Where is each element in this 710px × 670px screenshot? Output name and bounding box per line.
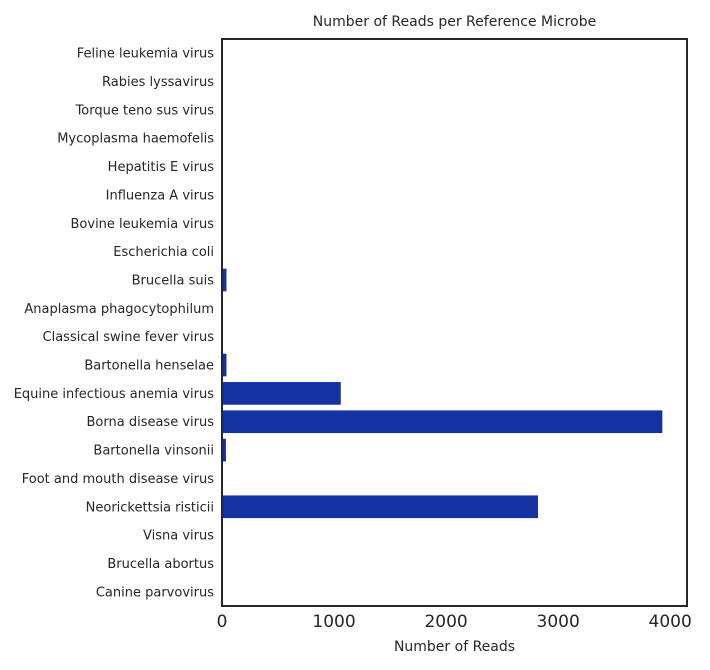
y-tick-label: Classical swine fever virus [43,330,215,345]
y-tick-label: Rabies lyssavirus [102,75,214,90]
y-tick-label: Equine infectious anemia virus [14,387,215,402]
y-tick-label: Visna virus [143,529,214,544]
bar-brucella-suis [222,268,227,292]
x-axis-title: Number of Reads [394,639,515,655]
plot-frame [221,38,688,607]
y-tick-label: Bartonella vinsonii [93,444,214,459]
y-tick-label: Mycoplasma haemofelis [57,132,214,147]
bar-bartonella-henselae [222,353,227,377]
y-tick-label: Torque teno sus virus [75,103,215,118]
bar-bartonella-vinsonii [222,438,226,462]
x-tick-labels: 0 1000 2000 3000 4000 [217,612,692,632]
x-tick-label: 3000 [537,612,580,632]
x-tick-label: 4000 [649,612,692,632]
y-tick-label: Foot and mouth disease virus [22,472,214,487]
bar-equine-infectious-anemia-virus [222,382,341,405]
bar-borna-disease-virus [222,410,663,434]
y-tick-label: Neorickettsia risticii [86,500,214,515]
y-tick-label: Canine parvovirus [96,585,214,600]
y-tick-label: Borna disease virus [87,415,215,430]
y-tick-label: Feline leukemia virus [77,47,215,62]
y-tick-label: Bovine leukemia virus [71,217,215,232]
bar-neorickettsia-risticii [222,495,538,519]
chart-title: Number of Reads per Reference Microbe [313,14,596,30]
x-tick-label: 2000 [424,612,467,632]
y-tick-label: Anaplasma phagocytophilum [24,302,214,317]
y-tick-label: Influenza A virus [106,188,215,203]
y-tick-label: Hepatitis E virus [108,160,215,175]
y-tick-label: Bartonella henselae [84,359,214,374]
y-tick-label: Brucella abortus [107,557,214,572]
y-tick-labels: Feline leukemia virus Rabies lyssavirus To… [14,47,215,601]
bars-group [222,41,663,604]
y-tick-label: Escherichia coli [113,245,214,260]
x-tick-label: 0 [217,612,228,632]
x-tick-label: 1000 [312,612,355,632]
y-tick-label: Brucella suis [132,273,215,288]
